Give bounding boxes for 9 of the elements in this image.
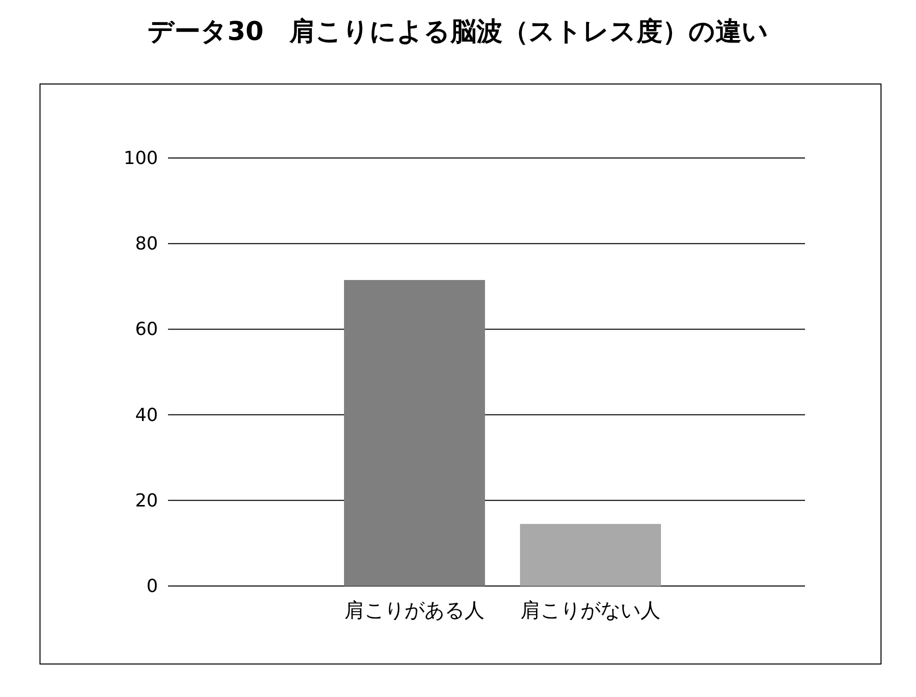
y-tick-label: 0 [146, 576, 158, 597]
title: データ30 肩こりによる脳波（ストレス度）の違い [147, 17, 769, 47]
y-tick-label: 80 [135, 234, 158, 255]
x-tick-label: 肩こりがある人 [344, 598, 484, 622]
y-tick-label: 100 [124, 148, 158, 169]
y-tick-label: 40 [135, 404, 158, 426]
y-tick-label: 60 [135, 319, 158, 340]
y-tick-label: 20 [135, 490, 158, 512]
x-tick-label: 肩こりがない人 [520, 598, 660, 622]
